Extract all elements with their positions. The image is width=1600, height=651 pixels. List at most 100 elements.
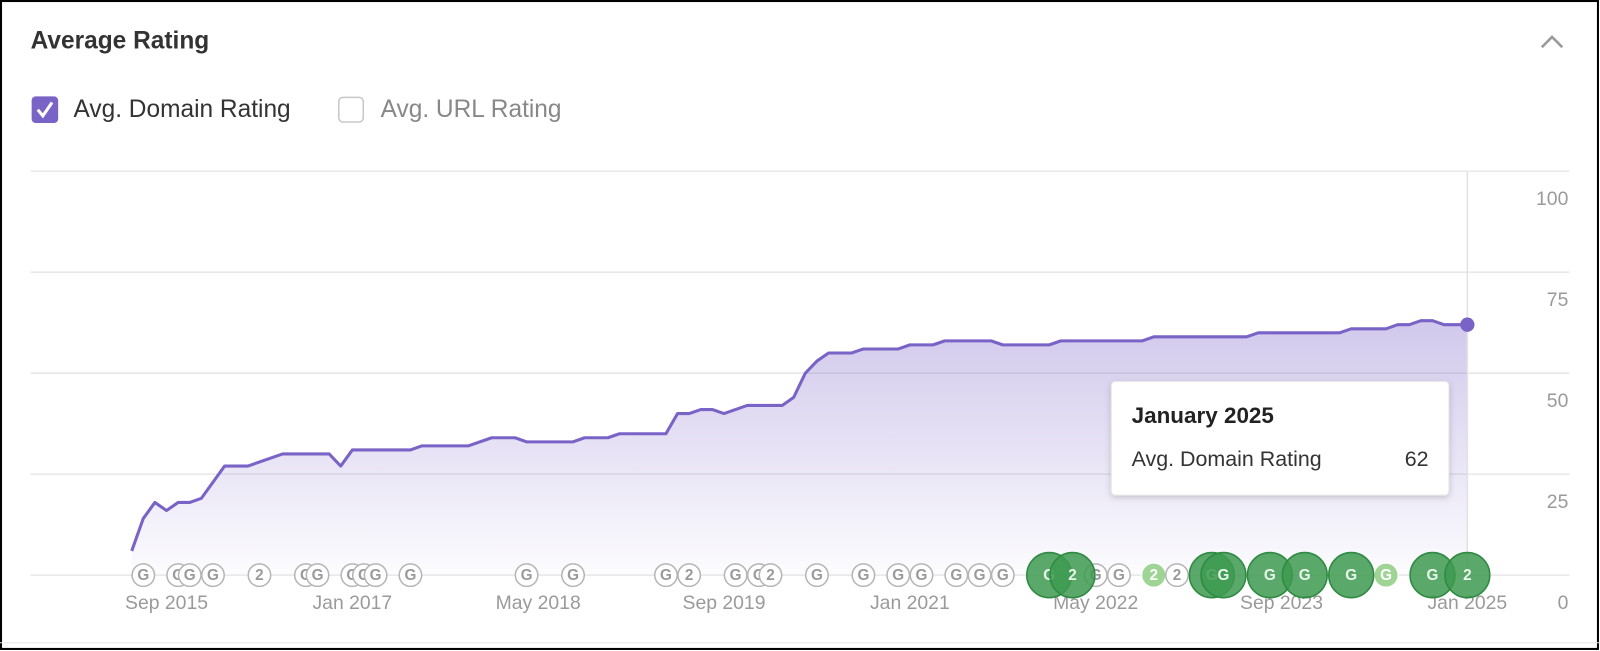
- event-marker: G: [1246, 551, 1294, 599]
- checkbox[interactable]: Avg. URL Rating: [338, 96, 562, 123]
- event-dot: [1164, 563, 1189, 588]
- event-marker: G: [561, 563, 586, 588]
- event-label: G: [207, 567, 219, 584]
- event-label: G: [1427, 567, 1439, 584]
- event-label: G: [404, 567, 416, 584]
- event-dot: [1049, 551, 1096, 599]
- event-dot: [1106, 563, 1131, 588]
- event-marker: G: [177, 563, 202, 588]
- event-label: G: [370, 567, 382, 584]
- event-dot: [804, 563, 829, 588]
- y-tick-label: 75: [1547, 289, 1569, 311]
- event-marker: G: [398, 563, 423, 588]
- event-marker: G: [1281, 551, 1328, 599]
- event-dot: [201, 563, 225, 588]
- event-marker: 2: [1049, 551, 1096, 599]
- y-tick-label: 50: [1547, 390, 1569, 412]
- event-label: 2: [1068, 567, 1077, 584]
- event-dot: [653, 563, 678, 588]
- event-label: G: [916, 567, 928, 584]
- event-marker: 2: [758, 563, 783, 588]
- event-label: G: [857, 567, 869, 584]
- event-marker: G: [1373, 562, 1400, 589]
- event-marker: 2: [677, 563, 702, 588]
- event-marker: G: [201, 563, 225, 588]
- event-marker: G: [1106, 563, 1131, 588]
- x-tick-label: Jan 2021: [870, 592, 950, 614]
- event-marker: G: [363, 563, 388, 588]
- event-label: G: [730, 567, 742, 584]
- event-label: G: [184, 567, 196, 584]
- y-tick-label: 25: [1547, 491, 1569, 513]
- event-label: G: [312, 567, 324, 584]
- checkbox-box[interactable]: [31, 96, 59, 124]
- checkbox-label[interactable]: Avg. Domain Rating: [73, 96, 290, 123]
- event-dot: [723, 563, 748, 588]
- checkbox-label[interactable]: Avg. URL Rating: [381, 96, 562, 123]
- event-label: 2: [1150, 567, 1159, 584]
- event-dot: [944, 563, 969, 588]
- event-marker: G: [851, 563, 876, 588]
- y-tick-label: 100: [1536, 188, 1569, 210]
- event-label: 2: [255, 567, 264, 584]
- event-marker: G: [514, 563, 539, 588]
- check-mark: [36, 101, 54, 119]
- event-marker: G: [804, 563, 829, 588]
- event-marker: 2: [1444, 551, 1491, 599]
- event-dot: [677, 563, 702, 588]
- event-label: G: [1264, 567, 1276, 584]
- checkbox-box[interactable]: [338, 96, 365, 123]
- event-label: G: [660, 567, 672, 584]
- event-dot: [131, 563, 156, 588]
- event-label: G: [997, 567, 1009, 584]
- event-dot: [561, 563, 586, 588]
- event-label: G: [521, 567, 533, 584]
- event-dot: [177, 563, 202, 588]
- event-dot: [758, 563, 783, 588]
- event-marker: G: [886, 563, 911, 588]
- event-marker: 2: [247, 563, 272, 588]
- event-label: G: [1043, 567, 1055, 584]
- event-dot: [398, 563, 423, 588]
- event-marker: G: [131, 563, 156, 588]
- checkbox[interactable]: Avg. Domain Rating: [31, 96, 291, 124]
- collapse-button[interactable]: [1540, 35, 1564, 49]
- event-label: G: [567, 567, 579, 584]
- event-dot: [1327, 551, 1375, 599]
- event-marker: G: [909, 563, 934, 588]
- event-label: 2: [1463, 567, 1472, 584]
- event-label: G: [1299, 567, 1311, 584]
- event-marker: 2: [1140, 562, 1167, 589]
- line: [130, 319, 1468, 552]
- event-marker: 2: [1164, 563, 1189, 588]
- event-label: G: [811, 567, 823, 584]
- event-marker: G: [944, 563, 969, 588]
- event-label: 2: [766, 567, 775, 584]
- x-tick-label: Jan 2017: [312, 592, 392, 614]
- x-tick-label: Jan 2025: [1427, 592, 1507, 614]
- event-dot: [909, 563, 934, 588]
- event-marker: G: [990, 563, 1015, 588]
- x-tick-label: May 2018: [496, 592, 581, 614]
- tooltip-value: 62: [1405, 447, 1429, 471]
- event-marker: G: [723, 563, 748, 588]
- tooltip-title: January 2025: [1132, 403, 1274, 428]
- event-dot: [990, 563, 1015, 588]
- tooltip: January 2025 Avg. Domain Rating 62: [1110, 380, 1450, 496]
- event-dot: [305, 563, 330, 588]
- event-label: G: [950, 567, 962, 584]
- event-marker: G: [1327, 551, 1375, 599]
- event-label: G: [1345, 567, 1357, 584]
- point: [1460, 317, 1475, 332]
- event-marker: G: [305, 563, 330, 588]
- event-marker: G: [1200, 551, 1247, 599]
- event-label: G: [1090, 567, 1102, 584]
- panel-title: Average Rating: [31, 27, 210, 54]
- event-dot: [247, 563, 272, 588]
- event-dot: [1281, 551, 1328, 599]
- event-marker: G: [653, 563, 678, 588]
- event-marker: G: [967, 563, 992, 588]
- x-tick-label: Sep 2015: [125, 592, 208, 614]
- chart: 0 25 50 75 100 Sep 2015 Jan 2017 May 2018 Sep 20…: [30, 170, 1570, 614]
